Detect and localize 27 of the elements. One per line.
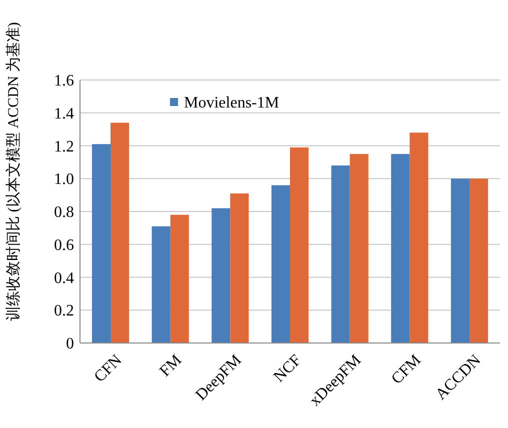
- bar: [450, 178, 470, 343]
- bar: [469, 178, 488, 343]
- y-axis-title: 训练收敛时间比 (以本文模型 ACCDN 为基准): [5, 22, 22, 321]
- y-tick-label: 1.6: [54, 72, 74, 90]
- y-tick-label: 1.0: [54, 171, 74, 188]
- y-tick-label: 0.6: [54, 236, 74, 254]
- legend-label: Movielens-1M: [184, 94, 280, 112]
- bar: [212, 208, 230, 343]
- bar: [391, 154, 410, 343]
- bar: [92, 144, 111, 343]
- bar: [230, 193, 249, 343]
- y-tick-label: 1.4: [54, 105, 74, 122]
- bar: [350, 154, 368, 343]
- y-tick-label: 0.4: [54, 270, 74, 287]
- bar: [410, 132, 428, 343]
- x-tick-label: CFN: [91, 351, 126, 386]
- y-tick-label: 1.2: [54, 138, 74, 156]
- bar: [170, 214, 189, 343]
- x-tick-label: FM: [156, 352, 186, 380]
- y-tick-label: 0: [66, 336, 74, 353]
- bar: [290, 147, 309, 343]
- bar: [331, 165, 350, 343]
- bar: [110, 122, 130, 343]
- y-tick-label: 0.8: [54, 204, 74, 222]
- y-tick-label: 0.2: [54, 302, 74, 320]
- bar: [271, 185, 290, 343]
- bar: [152, 226, 170, 343]
